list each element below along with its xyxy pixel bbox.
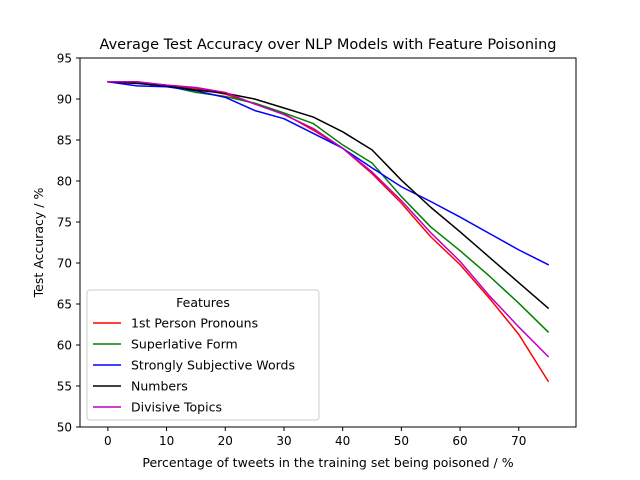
legend-label-3: Strongly Subjective Words [131,358,295,373]
x-tick-label: 70 [511,434,526,448]
y-tick-label: 85 [57,134,72,148]
x-tick-label: 20 [218,434,233,448]
legend-label-2: Superlative Form [131,337,238,352]
legend-box [86,289,320,421]
y-tick-label: 80 [57,175,72,189]
x-tick-label: 30 [276,434,291,448]
series-line-4 [107,80,550,310]
legend-label-4: Numbers [131,379,188,394]
y-tick-label: 75 [57,216,72,230]
chart-title: Average Test Accuracy over NLP Models wi… [100,37,557,53]
y-axis-label: Test Accuracy / % [31,188,46,299]
x-axis: 0 10 20 30 40 50 60 70 [104,427,526,448]
series-line-5 [107,81,550,358]
x-tick-label: 50 [394,434,409,448]
legend: Features 1st Person Pronouns Superlative … [86,289,320,421]
y-tick-label: 60 [57,339,72,353]
legend-label-5: Divisive Topics [131,400,222,415]
y-tick-label: 95 [57,52,72,66]
x-tick-label: 60 [452,434,467,448]
x-tick-label: 40 [335,434,350,448]
legend-label-1: 1st Person Pronouns [131,316,258,331]
y-tick-label: 70 [57,257,72,271]
x-tick-label: 0 [104,434,112,448]
y-axis: 50 55 60 65 70 75 80 85 90 95 [57,52,80,435]
legend-title: Features [176,295,230,310]
y-tick-label: 55 [57,380,72,394]
series-line-3 [107,80,550,266]
plot-frame [79,57,577,428]
plot-lines [107,80,550,383]
y-tick-label: 50 [57,421,72,435]
x-tick-label: 10 [159,434,174,448]
x-axis-label: Percentage of tweets in the training set… [142,455,513,470]
y-tick-label: 90 [57,93,72,107]
legend-items: 1st Person Pronouns Superlative Form Stron… [93,316,295,415]
y-tick-label: 65 [57,298,72,312]
